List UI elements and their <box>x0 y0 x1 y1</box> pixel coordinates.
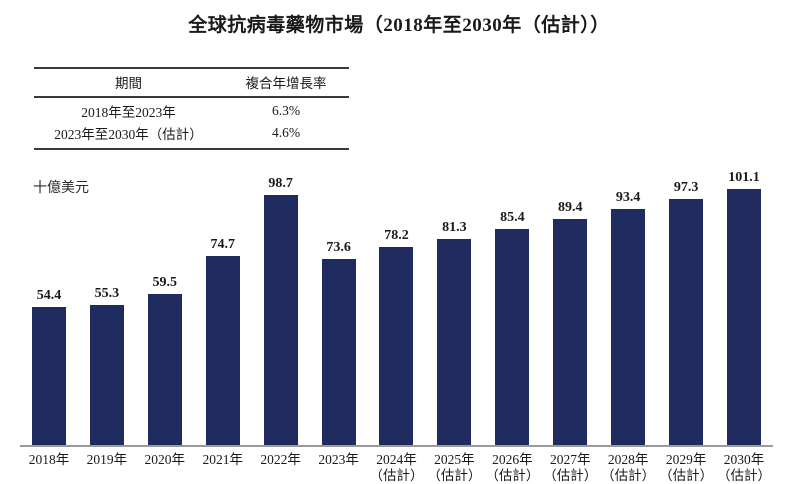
plot-area: 54.4 55.3 59.5 74.7 98.7 73.6 78.2 81.3 85.4 89.4… <box>20 169 773 447</box>
bar-value-label: 78.2 <box>384 228 409 243</box>
bar-column: 98.7 <box>252 176 310 445</box>
x-axis-label: 2025年 （估計） <box>427 452 482 484</box>
bar-column: 85.4 <box>483 210 541 445</box>
cagr-cell: 6.3% <box>271 103 301 118</box>
x-axis-labels: 2018年 2019年 2020年 2021年 2022年 2023年 2024年 （估計）… <box>20 447 773 484</box>
period-cell: 2018年至2023年 <box>81 105 176 120</box>
cagr-table: 期間 複合年增長率 2018年至2023年 6.3% 2023年至2030年（估… <box>34 67 349 150</box>
bar-chart: 十億美元 54.4 55.3 59.5 74.7 98.7 73.6 78.2 81.3 85.… <box>0 169 798 484</box>
x-axis-label: 2024年 （估計） <box>369 452 424 484</box>
bar-column: 54.4 <box>20 288 78 445</box>
table-header-row: 期間 複合年增長率 <box>34 67 349 98</box>
table-row: 2018年至2023年 6.3% <box>34 97 349 122</box>
bar-value-label: 98.7 <box>268 176 293 191</box>
bar-column: 93.4 <box>599 190 657 445</box>
bar-column: 74.7 <box>194 237 252 445</box>
table-header-cagr: 複合年增長率 <box>223 67 349 98</box>
bar <box>553 219 588 445</box>
bar <box>611 209 646 445</box>
table-row: 2023年至2030年（估計） 4.6% <box>34 122 349 150</box>
y-axis-unit-label: 十億美元 <box>33 181 89 196</box>
x-axis-label: 2020年 <box>144 452 186 467</box>
table-header-period: 期間 <box>34 67 223 98</box>
bar-value-label: 97.3 <box>673 180 699 195</box>
x-axis-label: 2021年 <box>202 452 243 467</box>
x-axis-label: 2026年 （估計） <box>485 452 540 484</box>
bar-value-label: 59.5 <box>152 275 178 290</box>
x-axis-label: 2023年 <box>318 452 359 467</box>
x-axis-label: 2029年 （估計） <box>659 452 714 484</box>
period-cell: 2023年至2030年（估計） <box>34 122 223 150</box>
page-title: 全球抗病毒藥物市場（2018年至2030年（估計）） <box>188 15 610 36</box>
bar <box>31 307 66 445</box>
bar-value-label: 73.6 <box>326 240 351 255</box>
bar-value-label: 85.4 <box>500 210 525 225</box>
bar-column: 81.3 <box>425 220 483 445</box>
bar <box>379 247 414 445</box>
bar <box>263 195 298 445</box>
bar-column: 97.3 <box>657 180 715 445</box>
bar <box>147 294 182 445</box>
bar-column: 78.2 <box>368 228 426 445</box>
bar-value-label: 101.1 <box>728 170 760 185</box>
x-axis-label: 2030年 （估計） <box>717 452 772 484</box>
bar <box>495 229 530 445</box>
x-axis-label: 2028年 （估計） <box>601 452 656 484</box>
bar-value-label: 74.7 <box>210 237 235 252</box>
x-axis-label: 2027年 （估計） <box>543 452 598 484</box>
cagr-cell: 4.6% <box>223 122 349 150</box>
bar-value-label: 54.4 <box>36 288 62 303</box>
x-axis-label: 2018年 <box>28 452 70 467</box>
bar <box>321 259 356 445</box>
bar <box>727 189 762 445</box>
bar <box>205 256 240 445</box>
x-axis-label: 2022年 <box>260 452 301 467</box>
bar <box>89 305 124 445</box>
bar <box>437 239 472 445</box>
bar-value-label: 89.4 <box>558 200 583 215</box>
bar-value-label: 93.4 <box>615 190 641 205</box>
bar-column: 59.5 <box>136 275 194 445</box>
bar-column: 55.3 <box>78 286 136 445</box>
bar-column: 101.1 <box>715 170 773 445</box>
bar <box>669 199 704 445</box>
bar-column: 73.6 <box>310 240 368 445</box>
bar-value-label: 81.3 <box>442 220 467 235</box>
bar-column: 89.4 <box>541 200 599 445</box>
x-axis-label: 2019年 <box>86 452 128 467</box>
bar-value-label: 55.3 <box>94 286 120 301</box>
